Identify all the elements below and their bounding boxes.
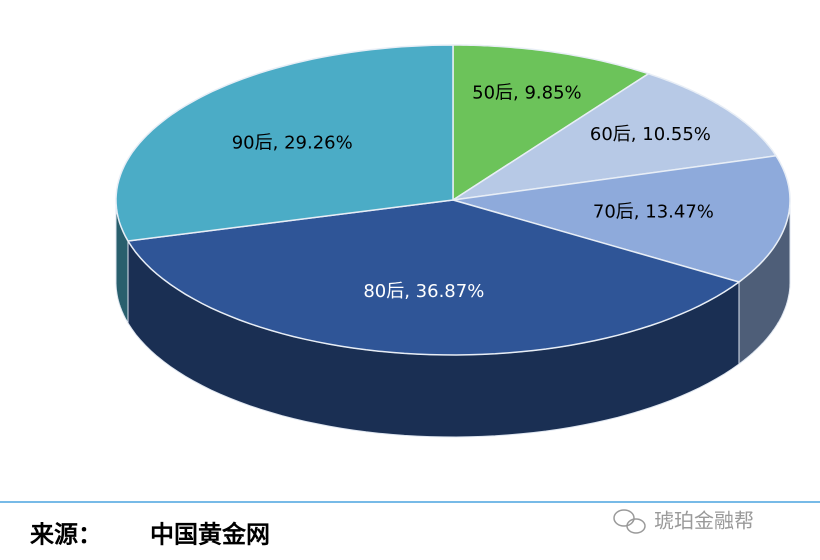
data-label: 70后, 13.47% <box>593 201 714 222</box>
wechat-icon <box>613 509 646 534</box>
slice <box>452 72 778 201</box>
slice <box>115 44 454 242</box>
watermark: 琥珀金融帮 <box>654 509 754 533</box>
source-label: 来源： <box>30 520 102 549</box>
slice <box>452 154 791 283</box>
data-label: 50后, 9.85% <box>472 83 582 104</box>
data-label: 60后, 10.55% <box>590 124 711 145</box>
data-label: 90后, 29.26% <box>232 133 353 154</box>
slice <box>452 44 651 202</box>
source: 中国黄金网 <box>150 520 270 549</box>
slice <box>126 199 741 356</box>
data-label: 80后, 36.87% <box>363 281 484 302</box>
